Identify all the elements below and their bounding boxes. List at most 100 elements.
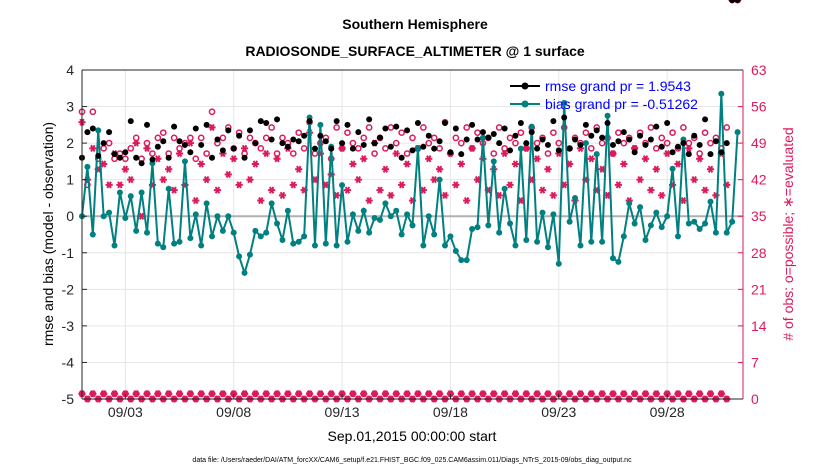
obs-bottom-evaluated-point [706,390,715,398]
obs-bottom-evaluated-point [663,390,671,398]
obs-bottom-evaluated-point [587,390,595,398]
bias-point [339,182,346,189]
x-tick-label: 09/23 [541,404,576,420]
bias-point [637,204,644,211]
rmse-point [550,118,557,125]
obs-possible-point [550,129,557,137]
obs-possible-point [143,139,151,147]
bias-point [458,257,465,264]
obs-evaluated-point [230,155,238,163]
bias-point [436,176,443,183]
obs-possible-point [262,134,270,142]
rmse-point [263,120,270,127]
obs-evaluated-point [262,149,270,158]
bias-point [84,163,91,170]
bias-point [577,242,584,249]
rmse-point [138,160,145,167]
bias-point [95,127,102,134]
bias-point [620,233,627,240]
rmse-point [214,136,221,143]
obs-possible-point [495,124,503,131]
obs-evaluated-point [398,181,406,189]
rmse-point [566,145,573,152]
obs-possible-point [701,129,709,137]
obs-bottom-evaluated-point [403,390,411,398]
rmse-point [490,130,497,137]
bias-point [219,227,226,234]
obs-evaluated-point [587,155,595,163]
obs-possible-point [652,144,660,152]
bias-point [485,222,492,229]
rmse-point [539,136,546,143]
obs-bottom-evaluated-point [197,390,205,398]
obs-evaluated-point [121,165,129,173]
x-axis-label: Sep.01,2015 00:00:00 start [328,428,497,444]
bias-point [89,231,96,238]
bias-point [555,260,562,267]
bias-point [501,185,508,192]
obs-evaluated-point [647,186,655,194]
rmse-point [144,121,151,128]
rmse-point [171,123,178,130]
bias-point [442,242,449,249]
obs-evaluated-point [197,160,205,168]
rmse-point [447,149,454,156]
obs-bottom-evaluated-point [316,390,324,398]
bias-point [360,207,367,214]
y-tick-label-left: 1 [66,172,74,188]
obs-evaluated-point [430,176,438,184]
obs-evaluated-point [452,181,460,189]
obs-evaluated-point [614,181,622,189]
obs-possible-point [680,124,687,131]
obs-possible-point [669,129,676,137]
axes: -5 -4 -3 -2 -1 0 1 2 3 4 0 7 14 21 28 35 42 49 56 63 09/03 09… [62,62,767,420]
obs-evaluated-point [235,181,243,189]
obs-evaluated-point [403,160,411,168]
obs-bottom-evaluated-point [685,390,693,398]
bias-point [604,112,611,119]
bias-point [160,244,167,251]
rmse-point [284,143,291,150]
obs-possible-point [203,150,210,157]
obs-possible-point [403,150,411,157]
obs-possible-point [544,150,552,157]
bias-point [116,189,123,196]
obs-possible-point [333,124,340,131]
rmse-point [133,154,140,161]
rmse-point [236,132,243,139]
x-tick-label: 09/03 [108,404,143,420]
bias-point [230,229,237,236]
bias-point [696,226,703,233]
rmse-point [431,145,438,152]
obs-possible-point [452,134,460,142]
obs-possible-point [517,129,525,137]
bias-point [376,216,383,223]
rmse-point [458,151,465,158]
x-tick-label: 09/13 [325,404,360,420]
obs-possible-point [176,144,183,152]
bias-point [371,215,378,222]
rmse-point [691,132,698,139]
legend: rmse grand pr = 1.9543 bias grand pr = -0… [510,78,698,112]
obs-evaluated-point [538,186,547,194]
obs-bottom-evaluated-point [696,390,704,398]
obs-evaluated-point [658,191,666,199]
obs-evaluated-point [268,186,276,194]
obs-possible-point [409,134,416,142]
obs-bottom-evaluated-point [717,390,725,398]
obs-possible-point [555,139,563,147]
obs-bottom-evaluated-point [609,390,617,398]
y-tick-label-right: 35 [751,208,767,224]
obs-possible-point [663,139,671,147]
obs-possible-point [696,150,704,157]
rmse-point [523,140,530,147]
bias-point [133,227,140,234]
rmse-point [534,145,541,152]
bias-point [507,220,514,227]
bias-point [409,222,416,229]
y-tick-label-right: 56 [751,99,767,115]
obs-possible-point [289,150,297,157]
obs-bottom-evaluated-point [305,390,314,398]
obs-bottom-evaluated-point [327,390,335,398]
obs-possible-point [506,134,514,142]
